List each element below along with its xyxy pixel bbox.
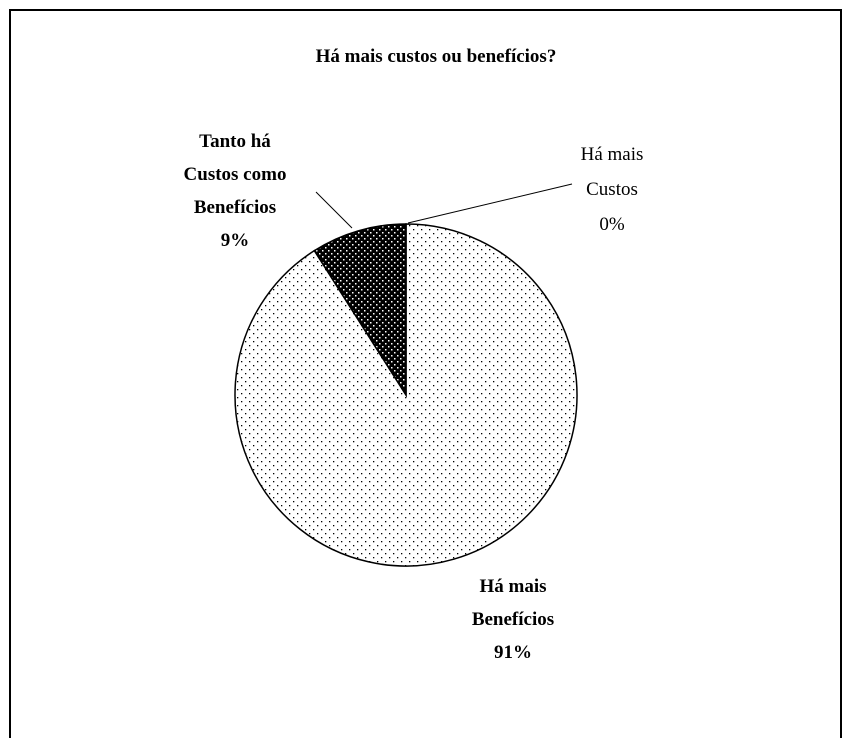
slice-label: Há mais Custos xyxy=(581,144,644,200)
value-label: 91% xyxy=(494,642,532,663)
slice-label-line: Benefícios xyxy=(194,197,276,218)
slice-label-line: Há mais xyxy=(479,576,546,597)
pie-slice xyxy=(234,223,578,567)
slice-label-line: Custos xyxy=(586,179,638,200)
leader-line xyxy=(315,191,353,229)
slice-label-line: Tanto há xyxy=(199,131,271,152)
slice-label-line: Custos como xyxy=(184,164,287,185)
pie xyxy=(234,223,578,567)
value-label: 9% xyxy=(221,230,250,251)
slice-label-line: Há mais xyxy=(581,144,644,165)
chart-frame xyxy=(9,9,842,738)
chart-title: Há mais custos ou benefícios? xyxy=(316,46,557,67)
slice-label-line: Benefícios xyxy=(472,609,554,630)
value-label: 0% xyxy=(599,214,625,235)
slice-label: Tanto há Custos como Benefícios xyxy=(184,131,287,218)
leader-line xyxy=(407,183,573,224)
pie-slice xyxy=(313,223,407,398)
slice-label: Há mais Benefícios xyxy=(472,576,554,630)
